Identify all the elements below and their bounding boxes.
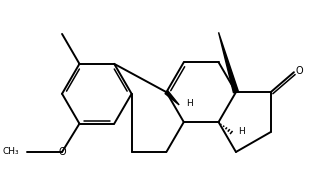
Text: H: H [187, 99, 193, 108]
Polygon shape [219, 32, 238, 93]
Polygon shape [165, 91, 179, 105]
Text: O: O [58, 147, 66, 157]
Text: H: H [238, 127, 245, 136]
Text: CH₃: CH₃ [2, 147, 19, 156]
Text: O: O [296, 66, 304, 76]
